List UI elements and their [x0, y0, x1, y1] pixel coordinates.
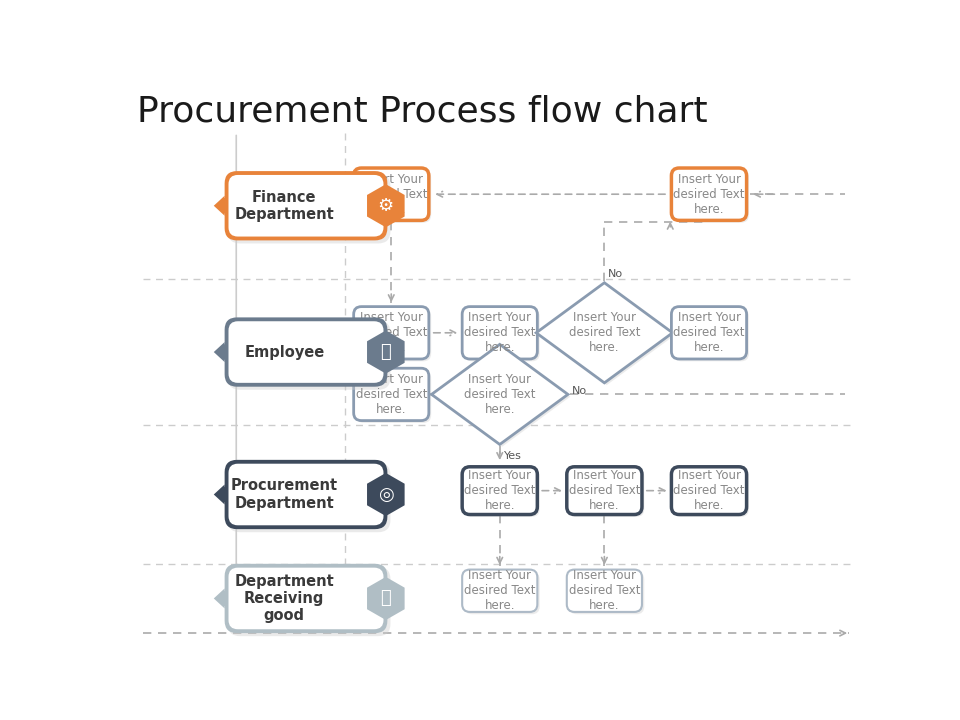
- Text: Insert Your
desired Text
here.: Insert Your desired Text here.: [464, 570, 536, 612]
- FancyBboxPatch shape: [353, 368, 429, 420]
- Text: Insert Your
desired Text
here.: Insert Your desired Text here.: [568, 469, 640, 512]
- Polygon shape: [367, 330, 404, 374]
- FancyBboxPatch shape: [228, 464, 383, 526]
- Polygon shape: [432, 344, 568, 444]
- FancyBboxPatch shape: [356, 309, 431, 361]
- FancyBboxPatch shape: [674, 171, 749, 222]
- FancyBboxPatch shape: [462, 467, 538, 515]
- Text: Yes: Yes: [504, 451, 521, 461]
- FancyBboxPatch shape: [228, 175, 383, 237]
- Text: Insert Your
desired Text
here.: Insert Your desired Text here.: [355, 373, 427, 416]
- FancyBboxPatch shape: [225, 460, 388, 529]
- FancyBboxPatch shape: [356, 371, 431, 423]
- FancyBboxPatch shape: [671, 307, 747, 359]
- Text: Insert Your
desired Text
here.: Insert Your desired Text here.: [568, 570, 640, 612]
- FancyBboxPatch shape: [228, 463, 391, 532]
- FancyArrow shape: [214, 485, 227, 505]
- Text: Insert Your
desired Text
here.: Insert Your desired Text here.: [464, 311, 536, 354]
- FancyBboxPatch shape: [566, 467, 642, 515]
- Text: ⚙: ⚙: [378, 197, 394, 215]
- FancyBboxPatch shape: [228, 567, 383, 629]
- Text: No: No: [572, 387, 587, 396]
- FancyBboxPatch shape: [356, 171, 431, 222]
- FancyBboxPatch shape: [225, 171, 388, 240]
- Text: Employee: Employee: [244, 345, 324, 359]
- FancyBboxPatch shape: [353, 307, 429, 359]
- FancyBboxPatch shape: [465, 469, 540, 517]
- Polygon shape: [434, 346, 570, 446]
- Text: Insert Your
desired Text
here.: Insert Your desired Text here.: [464, 469, 536, 512]
- Text: ◎: ◎: [378, 485, 394, 503]
- FancyBboxPatch shape: [674, 309, 749, 361]
- FancyArrow shape: [214, 196, 227, 216]
- Text: Insert Your
desired Text
here.: Insert Your desired Text here.: [673, 311, 745, 354]
- Text: Insert Your
desired Text
here.: Insert Your desired Text here.: [673, 173, 745, 216]
- Polygon shape: [367, 577, 404, 620]
- Text: Yes: Yes: [675, 325, 693, 335]
- FancyBboxPatch shape: [228, 320, 391, 390]
- FancyBboxPatch shape: [569, 469, 644, 517]
- FancyBboxPatch shape: [225, 564, 388, 633]
- FancyBboxPatch shape: [228, 174, 391, 243]
- FancyArrow shape: [214, 342, 227, 362]
- FancyArrow shape: [214, 588, 227, 608]
- FancyBboxPatch shape: [462, 570, 538, 612]
- Text: Insert Your
desired Text
here.: Insert Your desired Text here.: [673, 469, 745, 512]
- Text: Insert Your
desired Text
here.: Insert Your desired Text here.: [355, 173, 427, 216]
- FancyBboxPatch shape: [566, 570, 642, 612]
- Text: Insert Your
desired Text
here.: Insert Your desired Text here.: [464, 373, 536, 416]
- FancyBboxPatch shape: [228, 321, 383, 383]
- Text: Procurement Process flow chart: Procurement Process flow chart: [137, 94, 708, 128]
- Polygon shape: [367, 184, 404, 228]
- Text: 👤: 👤: [380, 343, 392, 361]
- FancyBboxPatch shape: [353, 168, 429, 220]
- Text: Insert Your
desired Text
here.: Insert Your desired Text here.: [355, 311, 427, 354]
- FancyBboxPatch shape: [225, 318, 388, 387]
- FancyBboxPatch shape: [671, 467, 747, 515]
- Text: Finance
Department: Finance Department: [234, 189, 334, 222]
- Text: Insert Your
desired Text
here.: Insert Your desired Text here.: [568, 311, 640, 354]
- Text: 💡: 💡: [380, 590, 392, 608]
- FancyBboxPatch shape: [674, 469, 749, 517]
- FancyBboxPatch shape: [462, 307, 538, 359]
- FancyBboxPatch shape: [671, 168, 747, 220]
- Text: Department
Receiving
good: Department Receiving good: [234, 574, 334, 624]
- Polygon shape: [539, 285, 675, 385]
- Text: Procurement
Department: Procurement Department: [230, 478, 338, 510]
- FancyBboxPatch shape: [465, 309, 540, 361]
- Polygon shape: [537, 283, 673, 383]
- FancyBboxPatch shape: [465, 572, 540, 614]
- FancyBboxPatch shape: [569, 572, 644, 614]
- Polygon shape: [367, 473, 404, 516]
- FancyBboxPatch shape: [228, 567, 391, 636]
- Text: No: No: [609, 269, 623, 279]
